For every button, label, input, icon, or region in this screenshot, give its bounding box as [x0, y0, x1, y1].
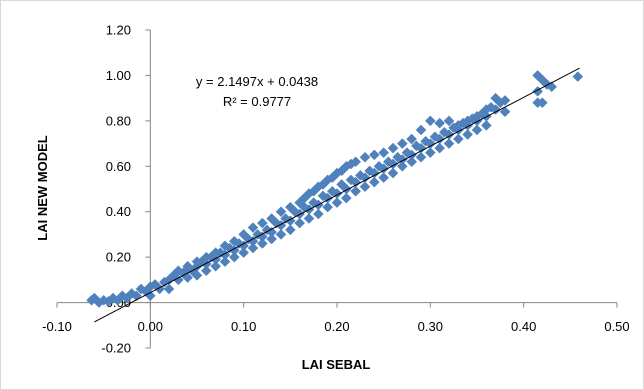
data-point	[406, 133, 418, 145]
data-point	[443, 115, 455, 127]
x-tick-label: 0.20	[324, 319, 349, 334]
data-point	[191, 256, 203, 268]
data-point	[378, 172, 390, 183]
data-point	[154, 283, 166, 295]
y-tick-label: 0.80	[106, 113, 131, 128]
data-point	[387, 142, 399, 154]
x-tick-label: 0.10	[231, 319, 256, 334]
y-axis-title: LAI NEW MODEL	[35, 135, 50, 240]
data-point	[284, 224, 296, 236]
data-point	[275, 206, 287, 218]
data-point	[532, 85, 544, 97]
data-point	[172, 274, 184, 286]
data-point	[480, 120, 492, 131]
data-point	[247, 222, 259, 233]
data-point	[219, 240, 231, 252]
data-point	[172, 265, 184, 277]
data-point	[312, 208, 324, 220]
data-point	[350, 185, 362, 197]
x-tick-label: 0.50	[604, 319, 629, 334]
y-tick-label: 0.60	[106, 159, 131, 174]
data-point	[415, 151, 427, 163]
y-tick-label: 1.20	[106, 23, 131, 38]
data-point	[284, 201, 296, 213]
data-point	[532, 97, 544, 109]
x-tick-label: 0.00	[138, 319, 163, 334]
data-point	[228, 235, 240, 247]
data-point	[359, 181, 371, 193]
data-point	[396, 138, 408, 149]
x-tick-label: -0.10	[42, 319, 72, 334]
data-point	[210, 247, 222, 258]
data-point	[238, 229, 250, 240]
data-point	[340, 192, 352, 204]
data-point	[228, 251, 240, 263]
data-point	[378, 147, 390, 159]
data-point	[415, 124, 427, 136]
data-point	[452, 133, 464, 145]
data-point	[266, 233, 278, 245]
data-point	[275, 229, 287, 240]
data-point	[359, 151, 371, 163]
y-tick-label: 0.40	[106, 204, 131, 219]
data-point	[368, 176, 380, 188]
data-point	[462, 115, 474, 127]
data-point	[247, 242, 259, 254]
y-tick-label: 0.20	[106, 250, 131, 265]
data-point	[350, 156, 362, 168]
data-point	[163, 283, 175, 295]
data-point	[200, 265, 212, 277]
data-point	[368, 149, 380, 161]
data-point	[462, 129, 474, 140]
data-point	[200, 251, 212, 263]
data-point	[182, 260, 194, 272]
data-point	[256, 238, 268, 249]
data-point	[424, 115, 436, 127]
data-point	[303, 213, 315, 224]
x-tick-label: 0.40	[511, 319, 536, 334]
data-point	[256, 217, 268, 229]
data-point	[210, 260, 222, 272]
data-point	[443, 138, 455, 149]
data-point	[322, 201, 334, 213]
trendline-equation: y = 2.1497x + 0.0438	[196, 74, 318, 89]
data-point	[387, 167, 399, 179]
data-point	[238, 247, 250, 258]
data-point	[434, 142, 446, 154]
data-point	[480, 104, 492, 115]
data-point	[424, 147, 436, 159]
data-point	[499, 106, 511, 118]
axes: -0.10 0.00 0.10 0.20 0.30 0.40 0.50 1.20 1.00 0.8…	[42, 23, 629, 356]
data-point	[219, 256, 231, 268]
data-point	[331, 197, 343, 208]
data-point	[471, 124, 483, 136]
data-point	[490, 104, 502, 115]
data-point	[191, 269, 203, 281]
data-point	[266, 213, 278, 224]
data-point	[182, 272, 194, 283]
x-tick-label: 0.30	[418, 319, 443, 334]
data-point	[572, 71, 584, 82]
data-point	[499, 95, 511, 106]
data-points	[86, 70, 584, 308]
data-point	[406, 156, 418, 168]
r-squared-label: R² = 0.9777	[223, 94, 291, 109]
data-point	[434, 117, 446, 129]
data-point	[396, 160, 408, 172]
y-tick-label: -0.20	[101, 341, 131, 356]
x-axis-title: LAI SEBAL	[302, 357, 371, 372]
trendline	[94, 67, 580, 323]
data-point	[294, 217, 306, 229]
data-point	[452, 120, 464, 131]
y-tick-label: 1.00	[106, 68, 131, 83]
